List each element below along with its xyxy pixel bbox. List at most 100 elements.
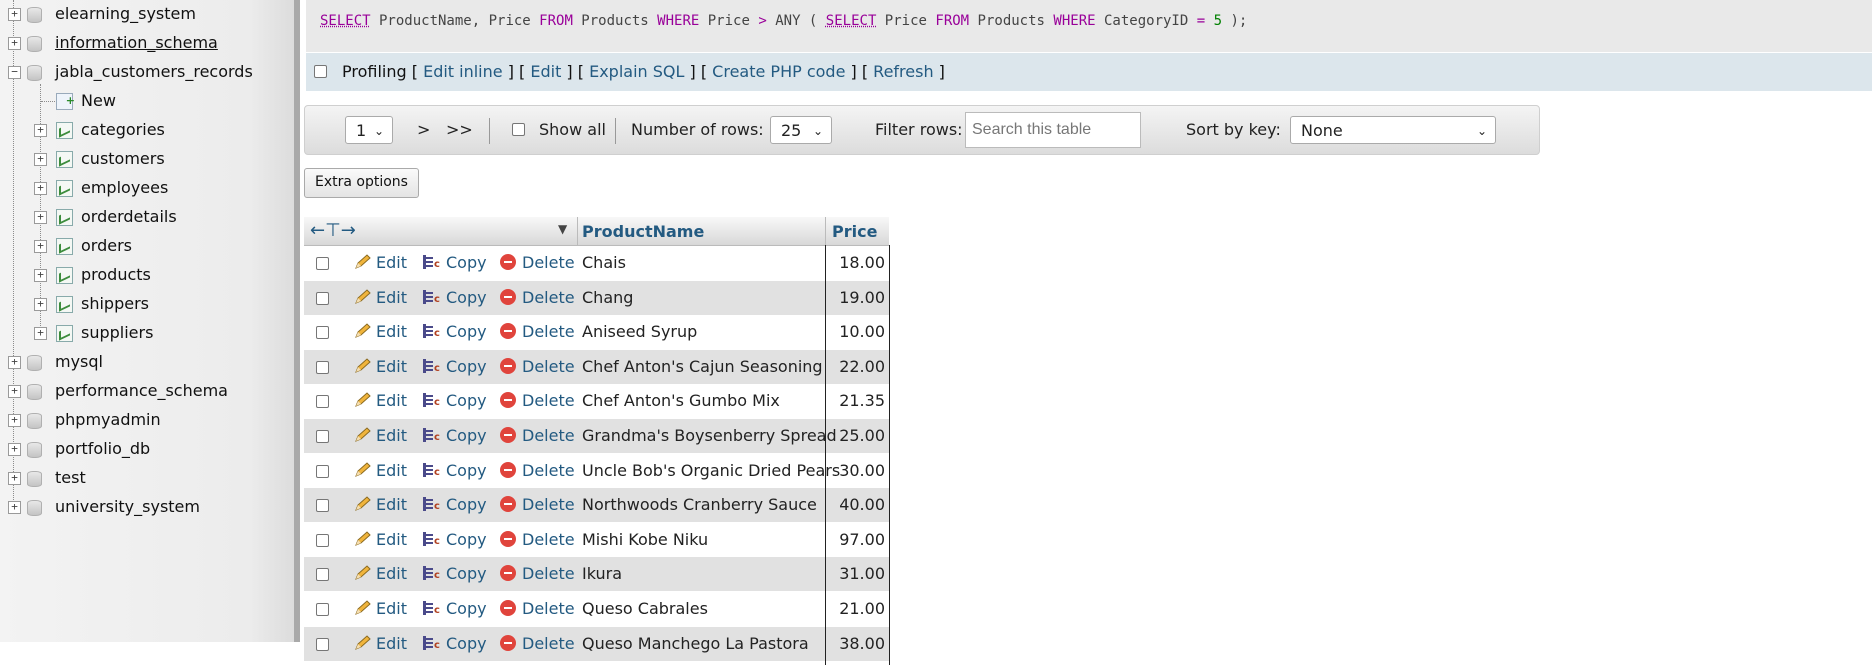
sidebar-db-label[interactable]: test: [55, 468, 86, 487]
profiling-checkbox[interactable]: [314, 65, 327, 78]
sidebar-db-label[interactable]: information_schema: [55, 33, 218, 52]
row-edit-button[interactable]: Edit: [354, 426, 407, 445]
row-delete-button[interactable]: Delete: [500, 634, 575, 653]
expand-icon[interactable]: +: [34, 124, 47, 137]
expand-icon[interactable]: +: [34, 240, 47, 253]
sidebar-db-label[interactable]: phpmyadmin: [55, 410, 161, 429]
row-delete-button[interactable]: Delete: [500, 322, 575, 341]
row-delete-button[interactable]: Delete: [500, 495, 575, 514]
sidebar-db-label[interactable]: portfolio_db: [55, 439, 151, 458]
sidebar-db-label[interactable]: jabla_customers_records: [55, 62, 253, 81]
column-expand-arrows-icon[interactable]: ←⊤→: [310, 220, 356, 241]
extra-options-button[interactable]: Extra options: [304, 168, 419, 198]
row-edit-button[interactable]: Edit: [354, 391, 407, 410]
edit-link[interactable]: Edit: [530, 62, 562, 81]
row-delete-button[interactable]: Delete: [500, 530, 575, 549]
row-copy-button[interactable]: c Copy: [422, 495, 487, 514]
collapse-icon[interactable]: −: [8, 66, 21, 79]
row-delete-button[interactable]: Delete: [500, 253, 575, 272]
row-copy-button[interactable]: c Copy: [422, 253, 487, 272]
column-header-price[interactable]: Price: [832, 222, 878, 241]
row-checkbox[interactable]: [316, 360, 329, 374]
row-delete-button[interactable]: Delete: [500, 461, 575, 480]
sidebar-resizer[interactable]: [294, 0, 300, 642]
expand-icon[interactable]: +: [34, 153, 47, 166]
sidebar-db-label[interactable]: elearning_system: [55, 4, 196, 23]
refresh-link[interactable]: Refresh: [873, 62, 934, 81]
edit-inline-link[interactable]: Edit inline: [423, 62, 503, 81]
sidebar-table-label[interactable]: employees: [81, 178, 169, 197]
row-checkbox[interactable]: [316, 637, 329, 651]
page-select[interactable]: 1 ⌄: [345, 116, 393, 144]
sidebar-table-label[interactable]: products: [81, 265, 151, 284]
row-edit-button[interactable]: Edit: [354, 322, 407, 341]
sidebar-db-label[interactable]: mysql: [55, 352, 103, 371]
row-checkbox[interactable]: [316, 257, 329, 270]
row-copy-button[interactable]: c Copy: [422, 288, 487, 307]
column-header-productname[interactable]: ProductName: [582, 222, 705, 241]
row-checkbox[interactable]: [316, 464, 329, 478]
row-copy-button[interactable]: c Copy: [422, 391, 487, 410]
row-checkbox[interactable]: [316, 430, 329, 443]
explain-sql-link[interactable]: Explain SQL: [589, 62, 685, 81]
row-checkbox[interactable]: [316, 326, 329, 340]
row-edit-button[interactable]: Edit: [354, 357, 407, 376]
row-edit-button[interactable]: Edit: [354, 461, 407, 480]
sidebar-table-label[interactable]: shippers: [81, 294, 149, 313]
row-edit-button[interactable]: Edit: [354, 253, 407, 272]
row-copy-button[interactable]: c Copy: [422, 564, 487, 583]
filter-rows-input[interactable]: [965, 112, 1141, 148]
row-delete-button[interactable]: Delete: [500, 391, 575, 410]
row-copy-button[interactable]: c Copy: [422, 426, 487, 445]
row-checkbox[interactable]: [316, 291, 329, 305]
last-page-button[interactable]: >>: [446, 120, 473, 139]
expand-icon[interactable]: +: [8, 501, 21, 514]
row-checkbox[interactable]: [316, 395, 329, 409]
row-edit-button[interactable]: Edit: [354, 634, 407, 653]
row-delete-button[interactable]: Delete: [500, 288, 575, 307]
row-edit-button[interactable]: Edit: [354, 599, 407, 618]
expand-icon[interactable]: +: [34, 269, 47, 282]
row-checkbox[interactable]: [316, 533, 329, 547]
expand-icon[interactable]: +: [8, 356, 21, 369]
sidebar-table-label[interactable]: orderdetails: [81, 207, 177, 226]
sort-by-key-select[interactable]: None ⌄: [1290, 116, 1496, 144]
sidebar-db-label[interactable]: university_system: [55, 497, 200, 516]
row-copy-button[interactable]: c Copy: [422, 322, 487, 341]
show-all-checkbox[interactable]: [512, 123, 525, 136]
expand-icon[interactable]: +: [8, 443, 21, 456]
sql-token[interactable]: SELECT: [825, 13, 877, 29]
row-checkbox[interactable]: [316, 568, 329, 582]
expand-icon[interactable]: +: [8, 37, 21, 50]
show-all-label[interactable]: Show all: [539, 120, 606, 139]
expand-icon[interactable]: +: [8, 385, 21, 398]
row-edit-button[interactable]: Edit: [354, 564, 407, 583]
expand-icon[interactable]: +: [8, 472, 21, 485]
expand-icon[interactable]: +: [34, 211, 47, 224]
row-edit-button[interactable]: Edit: [354, 530, 407, 549]
sidebar-table-label[interactable]: suppliers: [81, 323, 154, 342]
row-checkbox[interactable]: [316, 603, 329, 616]
row-delete-button[interactable]: Delete: [500, 599, 575, 618]
row-edit-button[interactable]: Edit: [354, 288, 407, 307]
row-copy-button[interactable]: c Copy: [422, 357, 487, 376]
expand-icon[interactable]: +: [34, 327, 47, 340]
row-copy-button[interactable]: c Copy: [422, 634, 487, 653]
row-checkbox[interactable]: [316, 499, 329, 513]
rows-per-page-select[interactable]: 25 ⌄: [770, 116, 832, 144]
row-delete-button[interactable]: Delete: [500, 357, 575, 376]
row-edit-button[interactable]: Edit: [354, 495, 407, 514]
row-copy-button[interactable]: c Copy: [422, 599, 487, 618]
row-delete-button[interactable]: Delete: [500, 564, 575, 583]
sql-token[interactable]: SELECT: [320, 13, 371, 29]
create-php-code-link[interactable]: Create PHP code: [712, 62, 846, 81]
sidebar-new-label[interactable]: New: [81, 91, 116, 110]
expand-icon[interactable]: +: [8, 414, 21, 427]
sidebar-table-label[interactable]: customers: [81, 149, 165, 168]
expand-icon[interactable]: +: [8, 8, 21, 21]
sort-dropdown-icon[interactable]: ▼: [558, 222, 568, 236]
row-copy-button[interactable]: c Copy: [422, 530, 487, 549]
row-copy-button[interactable]: c Copy: [422, 461, 487, 480]
next-page-button[interactable]: >: [417, 120, 431, 139]
sidebar-table-label[interactable]: categories: [81, 120, 165, 139]
